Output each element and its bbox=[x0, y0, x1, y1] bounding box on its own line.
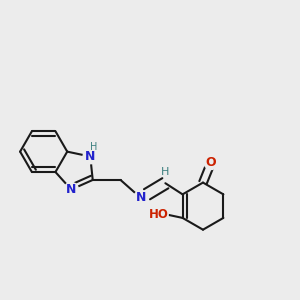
Text: N: N bbox=[136, 191, 146, 205]
Text: H: H bbox=[161, 167, 170, 177]
Text: N: N bbox=[85, 150, 95, 163]
Text: HO: HO bbox=[149, 208, 169, 221]
Circle shape bbox=[83, 149, 98, 164]
Text: H: H bbox=[90, 142, 97, 152]
Circle shape bbox=[134, 191, 148, 205]
Circle shape bbox=[204, 155, 218, 169]
Text: O: O bbox=[206, 156, 217, 169]
Circle shape bbox=[150, 206, 168, 224]
Circle shape bbox=[64, 182, 78, 197]
Text: N: N bbox=[66, 183, 76, 196]
